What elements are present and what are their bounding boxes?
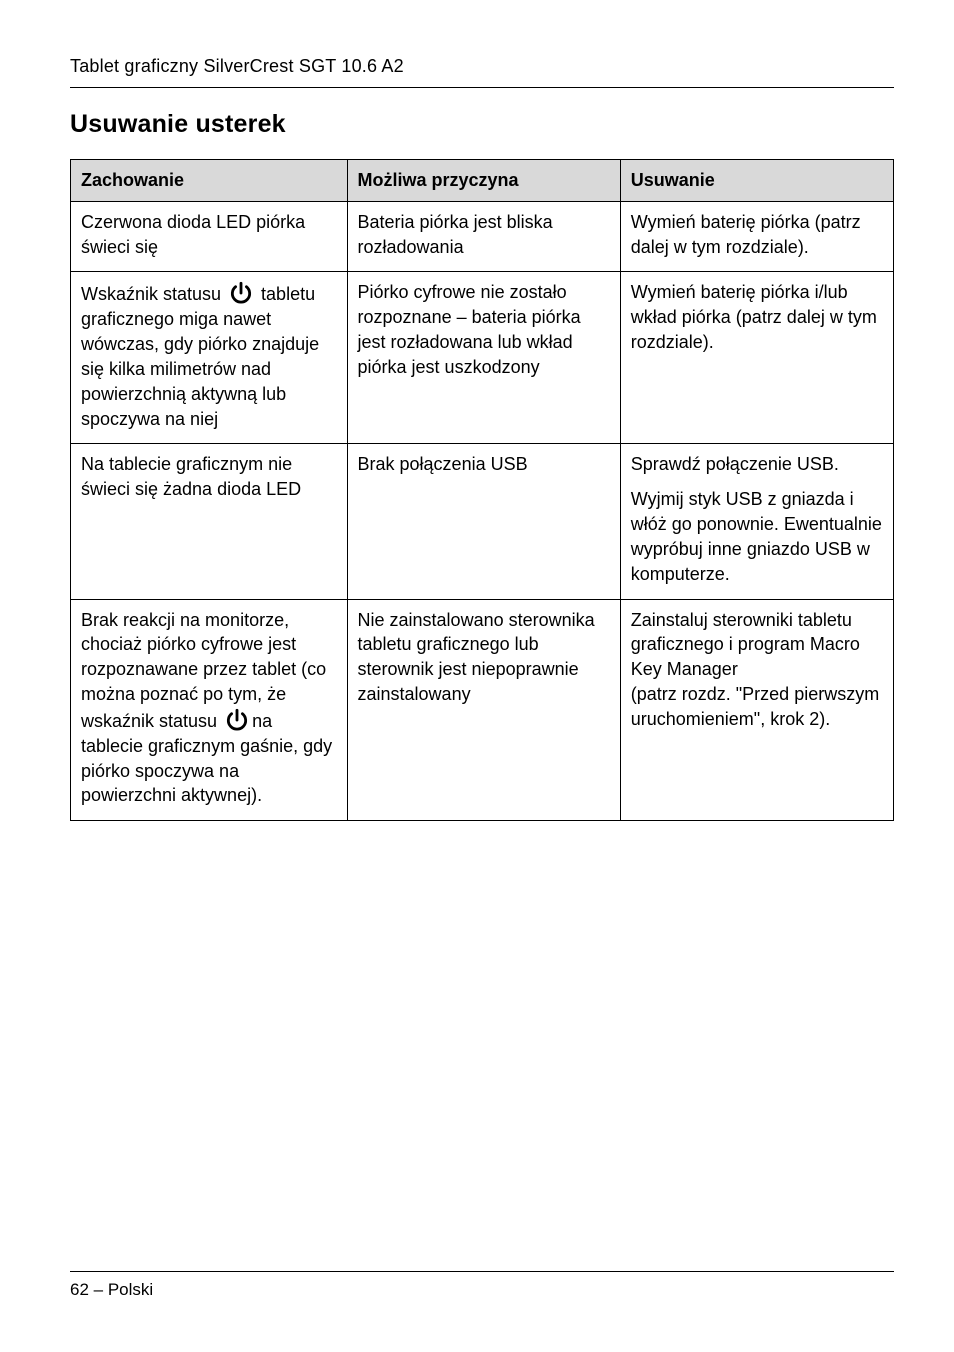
page-footer: 62 – Polski [70, 1271, 894, 1300]
cell-behavior: Brak reakcji na monitorze, chociaż piórk… [71, 599, 348, 821]
page-number: 62 [70, 1280, 89, 1299]
text: Sprawdź połączenie USB. [631, 452, 883, 477]
cell-behavior: Czerwona dioda LED piórka świeci się [71, 201, 348, 272]
table-row: Wskaźnik statusu tabletu graficznego mig… [71, 272, 894, 444]
text: Wskaźnik statusu [81, 284, 226, 304]
text: tabletu graficznego miga nawet wówczas, … [81, 284, 319, 428]
cell-fix: Sprawdź połączenie USB. Wyjmij styk USB … [620, 444, 893, 599]
cell-behavior: Na tablecie graficznym nie świeci się ża… [71, 444, 348, 599]
cell-fix: Wymień baterię piórka i/lub wkład piórka… [620, 272, 893, 444]
table-header-row: Zachowanie Możliwa przyczyna Usuwanie [71, 160, 894, 202]
cell-cause: Nie zainstalowano sterownika tabletu gra… [347, 599, 620, 821]
language-label: Polski [108, 1280, 153, 1299]
table-row: Na tablecie graficznym nie świeci się ża… [71, 444, 894, 599]
running-head: Tablet graficzny SilverCrest SGT 10.6 A2 [70, 56, 894, 88]
table-row: Czerwona dioda LED piórka świeci się Bat… [71, 201, 894, 272]
cell-cause: Bateria piórka jest bliska rozładowania [347, 201, 620, 272]
troubleshooting-table: Zachowanie Możliwa przyczyna Usuwanie Cz… [70, 159, 894, 821]
col-header-fix: Usuwanie [620, 160, 893, 202]
table-row: Brak reakcji na monitorze, chociaż piórk… [71, 599, 894, 821]
cell-cause: Brak połączenia USB [347, 444, 620, 599]
separator: – [89, 1280, 108, 1299]
cell-behavior: Wskaźnik statusu tabletu graficznego mig… [71, 272, 348, 444]
power-icon [224, 707, 250, 733]
col-header-cause: Możliwa przyczyna [347, 160, 620, 202]
text: Wyjmij styk USB z gniazda i włóż go pono… [631, 487, 883, 586]
cell-fix: Zainstaluj sterowniki tabletu graficzneg… [620, 599, 893, 821]
text: Brak reakcji na monitorze, chociaż piórk… [81, 610, 326, 731]
cell-fix: Wymień baterię piórka (patrz dalej w tym… [620, 201, 893, 272]
cell-cause: Piórko cyfrowe nie zostało rozpoznane – … [347, 272, 620, 444]
col-header-behavior: Zachowanie [71, 160, 348, 202]
section-title: Usuwanie usterek [70, 110, 894, 139]
power-icon [228, 280, 254, 306]
